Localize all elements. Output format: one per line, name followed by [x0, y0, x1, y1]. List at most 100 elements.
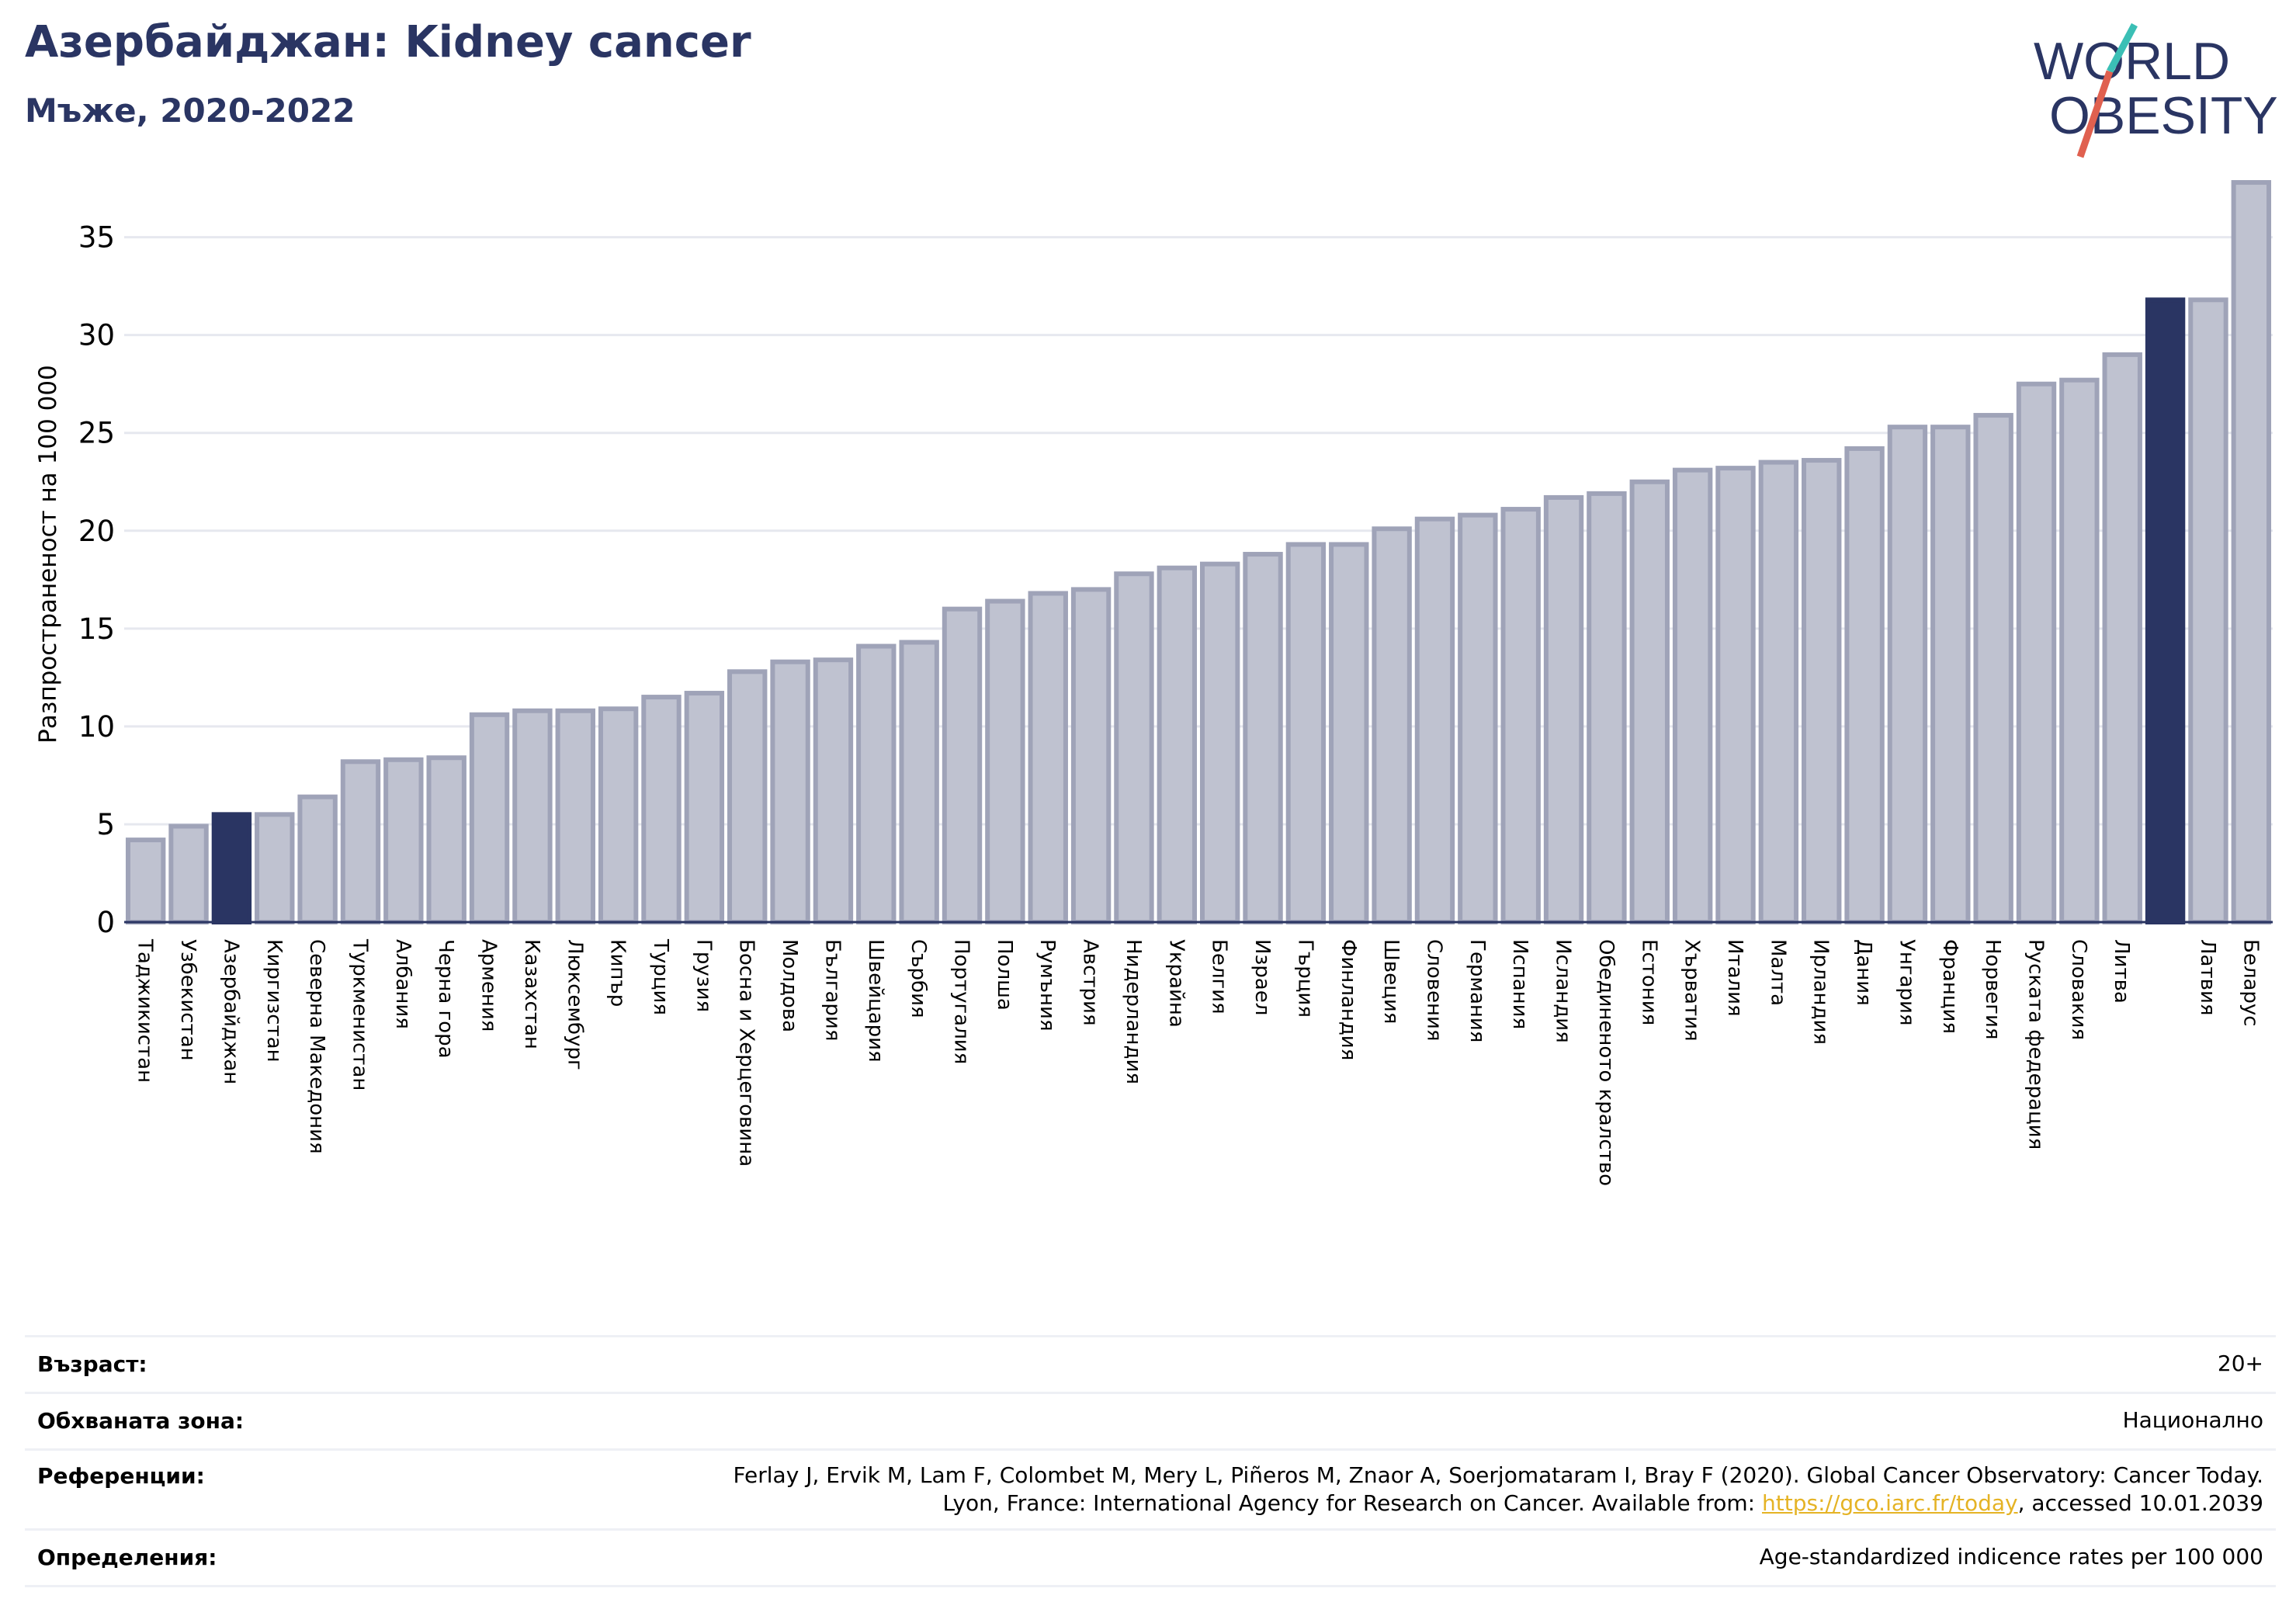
x-tick-label: Дания — [1852, 939, 1875, 1006]
bar — [2231, 180, 2272, 924]
x-tick-label: Полша — [993, 939, 1016, 1011]
x-tick-label: Руската федерация — [2024, 939, 2048, 1150]
x-tick-labels: Таджикистан Узбекистан Азербайджан Киргизст… — [134, 938, 2263, 1186]
bar — [942, 606, 983, 924]
bar — [1802, 458, 1842, 924]
y-tick-label: 35 — [78, 221, 115, 255]
footer-row-references: Референции: Ferlay J, Ervik M, Lam F, Co… — [25, 1448, 2276, 1528]
bar — [727, 669, 768, 924]
x-tick-label: Швейцария — [864, 939, 887, 1063]
chart-title: Азербайджан: Kidney cancer — [25, 17, 751, 68]
y-tick-label: 15 — [78, 612, 115, 646]
x-tick-label: Хърватия — [1680, 939, 1704, 1042]
x-tick-label: Естония — [1637, 939, 1660, 1025]
bar — [598, 706, 639, 924]
bar — [1587, 491, 1627, 924]
bar — [426, 755, 466, 924]
reference-line-2-text: Lyon, France: International Agency for R… — [942, 1490, 1762, 1516]
bar — [125, 838, 166, 925]
definitions-value: Age-standardized indicence rates per 100… — [1759, 1544, 2263, 1569]
x-tick-label: Унгария — [1895, 939, 1918, 1025]
chart-subtitle: Мъже, 2020-2022 — [25, 92, 355, 130]
x-tick-label: Белгия — [1208, 939, 1231, 1014]
x-tick-label: Армения — [477, 939, 501, 1032]
x-tick-label: Ирландия — [1809, 939, 1833, 1045]
bar — [168, 824, 209, 924]
bar — [1329, 542, 1369, 924]
footer-row-definitions: Определения: Age-standardized indicence … — [25, 1528, 2276, 1587]
x-tick-label: Черна гора — [434, 939, 457, 1059]
x-tick-label: Украйна — [1164, 939, 1188, 1028]
footer-row-zone: Обхваната зона: Национално — [25, 1392, 2276, 1448]
definitions-label: Определения: — [37, 1545, 217, 1570]
bar — [1672, 467, 1713, 924]
x-tick-label: Беларус — [2239, 939, 2262, 1027]
bar — [684, 691, 725, 925]
x-tick-label: Италия — [1723, 939, 1746, 1017]
x-tick-label: Латвия — [2196, 939, 2219, 1016]
x-tick-label: Нидерландия — [1122, 939, 1145, 1084]
reference-link[interactable]: https://gco.iarc.fr/today — [1762, 1490, 2018, 1516]
x-tick-label: Казахстан — [520, 939, 543, 1049]
bar — [985, 598, 1025, 924]
x-tick-label: Босна и Херцеговина — [735, 939, 758, 1167]
y-ticks: 0 5 10 15 20 25 30 35 — [78, 221, 115, 939]
bar — [1500, 507, 1541, 924]
x-tick-label: Узбекистан — [176, 939, 199, 1061]
x-tick-label: Сърбия — [907, 939, 930, 1018]
x-tick-label: Швеция — [1379, 939, 1403, 1024]
age-label: Възраст: — [37, 1351, 147, 1377]
references-value: Ferlay J, Ervik M, Lam F, Colombet M, Me… — [733, 1462, 2263, 1517]
y-tick-label: 0 — [96, 906, 115, 939]
bar-chart: 0 5 10 15 20 25 30 35 Таджикистан Узбекистан Азер… — [34, 180, 2273, 1186]
x-tick-label: Молдова — [778, 939, 801, 1032]
bar — [2145, 297, 2186, 925]
bar — [297, 794, 338, 924]
x-tick-label: Туркменистан — [348, 938, 371, 1091]
x-tick-label: Гърция — [1293, 939, 1316, 1018]
age-value: 20+ — [2217, 1351, 2263, 1376]
logo-slash-teal — [2107, 23, 2138, 74]
bar — [1844, 446, 1885, 924]
metadata-footer: Възраст: 20+ Обхваната зона: Национално … — [25, 1335, 2276, 1587]
x-tick-label: Грузия — [692, 939, 715, 1012]
bar — [1414, 516, 1455, 924]
x-tick-label: Португалия — [950, 939, 973, 1064]
bar — [1629, 479, 1670, 924]
bars — [125, 180, 2272, 925]
reference-line-1: Ferlay J, Ervik M, Lam F, Colombet M, Me… — [733, 1462, 2263, 1488]
bar — [1114, 571, 1154, 924]
y-axis-label: Разпространеност на 100 000 — [34, 365, 62, 744]
x-tick-label: Литва — [2110, 939, 2133, 1004]
x-tick-label: Австрия — [1079, 939, 1102, 1026]
x-tick-label: Франция — [1938, 939, 1961, 1034]
bar — [1543, 494, 1584, 924]
x-tick-label: Румъния — [1035, 939, 1059, 1032]
bar — [1199, 561, 1240, 924]
footer-row-age: Възраст: 20+ — [25, 1335, 2276, 1392]
bar — [383, 757, 424, 924]
y-tick-label: 20 — [78, 515, 115, 548]
logo-line1: WORLD — [2034, 32, 2230, 91]
x-tick-label: Таджикистан — [134, 938, 157, 1083]
x-tick-label: Обединеното кралство — [1594, 939, 1618, 1186]
x-tick-label: Испания — [1508, 939, 1531, 1029]
x-tick-label: Кипър — [606, 939, 629, 1007]
x-tick-label: Исландия — [1552, 939, 1575, 1043]
x-tick-label: Финландия — [1337, 939, 1360, 1060]
bar — [1887, 425, 1928, 924]
x-tick-label: Люксембург — [563, 939, 586, 1070]
zone-label: Обхваната зона: — [37, 1408, 245, 1434]
bar — [1458, 512, 1498, 924]
bar — [2188, 297, 2228, 925]
x-tick-label: Норвегия — [1981, 939, 2004, 1039]
bar — [2016, 381, 2057, 925]
bar — [555, 708, 595, 924]
bar — [770, 659, 810, 924]
x-tick-label: Киргизстан — [262, 939, 286, 1063]
bar — [1715, 466, 1756, 924]
bar — [1070, 587, 1112, 925]
y-tick-label: 25 — [78, 417, 115, 450]
bar — [1157, 565, 1198, 924]
zone-value: Национално — [2122, 1407, 2263, 1433]
